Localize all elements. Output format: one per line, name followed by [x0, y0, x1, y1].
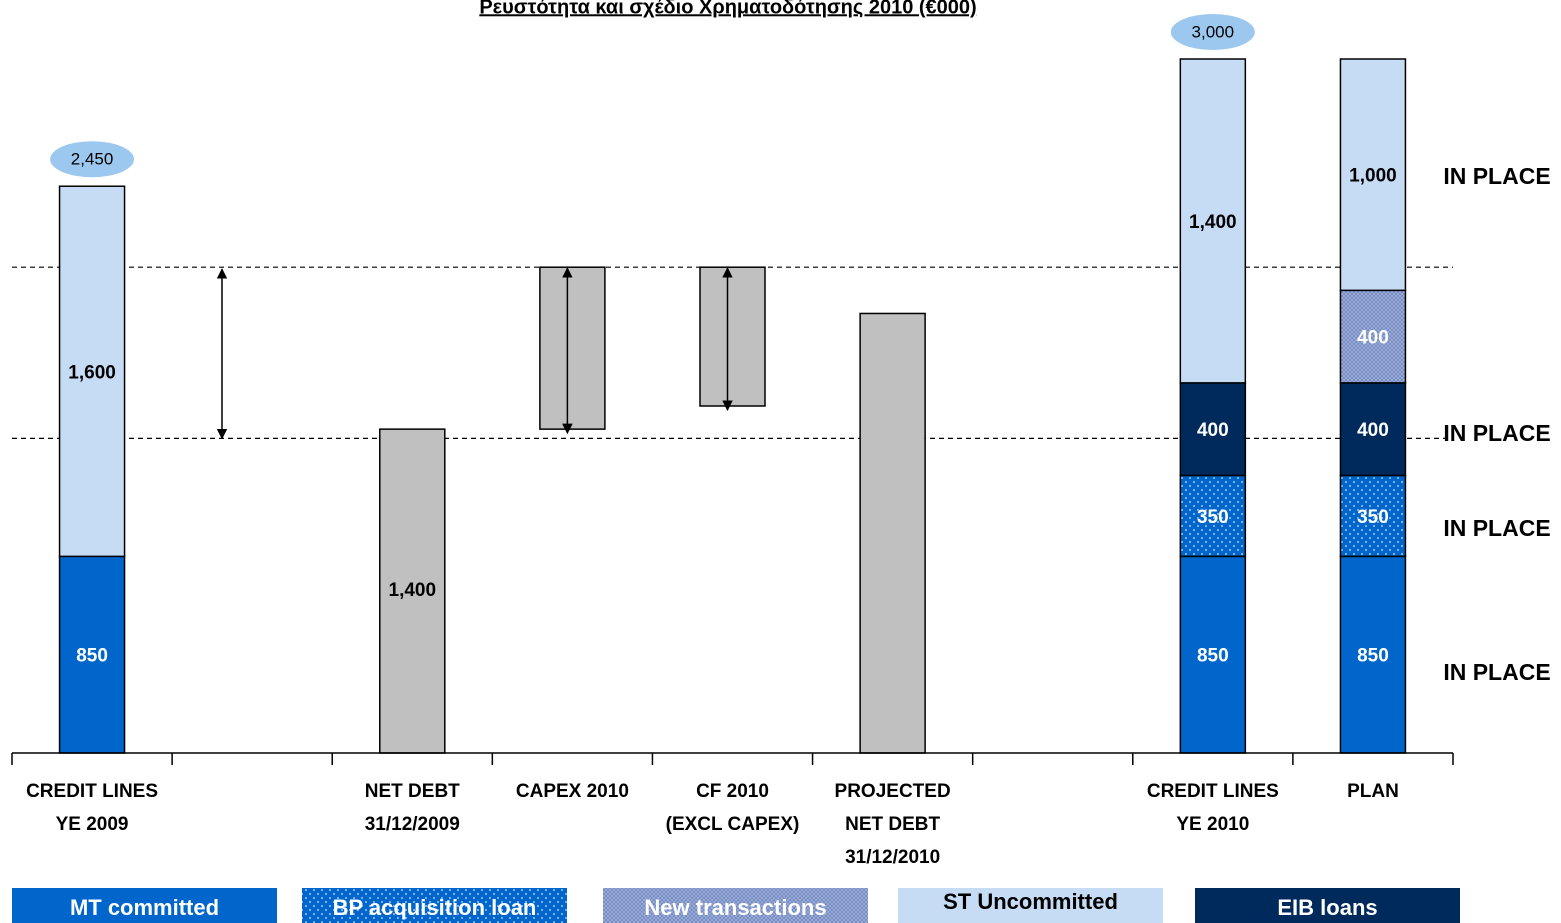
chart-title: Ρευστότητα και σχέδιο Χρηματοδότησης 201… [479, 0, 976, 18]
data-label: 850 [76, 646, 108, 667]
total-label: 2,450 [71, 150, 114, 169]
x-tick-label: CREDIT LINES YE 2010 [1147, 781, 1279, 835]
legend-swatch [12, 888, 277, 923]
legend-label: MT committed [70, 895, 219, 920]
total-label: 3,000 [1192, 22, 1235, 41]
x-tick-label-line: 31/12/2010 [845, 847, 940, 868]
data-label: 1,400 [1189, 212, 1237, 233]
total-bubble [50, 141, 135, 178]
data-label: 400 [1357, 420, 1389, 441]
x-tick-label-line: PROJECTED [835, 781, 951, 802]
bar-segment [1339, 289, 1407, 384]
legend-swatch [302, 888, 567, 923]
annotation: IN PLACE [1443, 420, 1550, 446]
bar-segment [1179, 58, 1247, 384]
x-tick-label-line: PLAN [1347, 781, 1399, 802]
x-tick-label-line: CAPEX 2010 [516, 781, 629, 802]
legend-swatch [603, 888, 868, 923]
x-tick-label: PROJECTED NET DEBT 31/12/2010 [835, 781, 951, 868]
x-tick-label-line: CF 2010 [696, 781, 769, 802]
x-tick-label-line: CREDIT LINES [1147, 781, 1279, 802]
data-label: 400 [1197, 420, 1229, 441]
annotation: IN PLACE [1443, 659, 1550, 685]
data-label: 850 [1197, 646, 1229, 667]
x-tick-label-line: CREDIT LINES [26, 781, 158, 802]
annotation: IN PLACE [1443, 163, 1550, 189]
legend-swatch [1195, 888, 1460, 923]
data-label: 1,000 [1349, 166, 1397, 187]
data-label: 850 [1357, 646, 1389, 667]
data-label: 1,600 [68, 362, 116, 383]
x-tick-label: CREDIT LINES YE 2009 [26, 781, 158, 835]
x-tick-label-line: NET DEBT [365, 781, 460, 802]
x-tick-label: CAPEX 2010 [516, 781, 629, 802]
waterfall-bar [539, 266, 606, 430]
bar-segment [58, 185, 126, 558]
data-label: 350 [1197, 507, 1229, 528]
legend-label: New transactions [644, 895, 826, 920]
bar-segment [1339, 474, 1407, 558]
x-tick-label-line: YE 2010 [1176, 814, 1249, 835]
x-tick-label-line: NET DEBT [845, 814, 940, 835]
bar-segment [1339, 58, 1407, 292]
x-tick-label-line: 31/12/2009 [365, 814, 460, 835]
waterfall-bar [859, 312, 926, 754]
annotation: IN PLACE [1443, 515, 1550, 541]
legend-label: BP acquisition loan [333, 895, 537, 920]
legend-swatch [898, 888, 1163, 923]
data-label: 400 [1357, 328, 1389, 349]
x-tick-label-line: (EXCL CAPEX) [666, 814, 800, 835]
waterfall-bar [699, 266, 766, 407]
bar-segment [1179, 474, 1247, 558]
bar-segment [1339, 555, 1407, 754]
data-label: 1,400 [389, 580, 437, 601]
x-tick-label-line: YE 2009 [56, 814, 129, 835]
x-tick-label: NET DEBT 31/12/2009 [365, 781, 460, 835]
legend-label: ST Uncommitted [943, 889, 1118, 914]
bar-segment [1179, 382, 1247, 477]
legend-label: EIB loans [1277, 895, 1377, 920]
x-tick-label: PLAN [1347, 781, 1399, 802]
x-tick-label: CF 2010 (EXCL CAPEX) [666, 781, 800, 835]
data-label: 350 [1357, 507, 1389, 528]
total-bubble [1170, 14, 1255, 50]
